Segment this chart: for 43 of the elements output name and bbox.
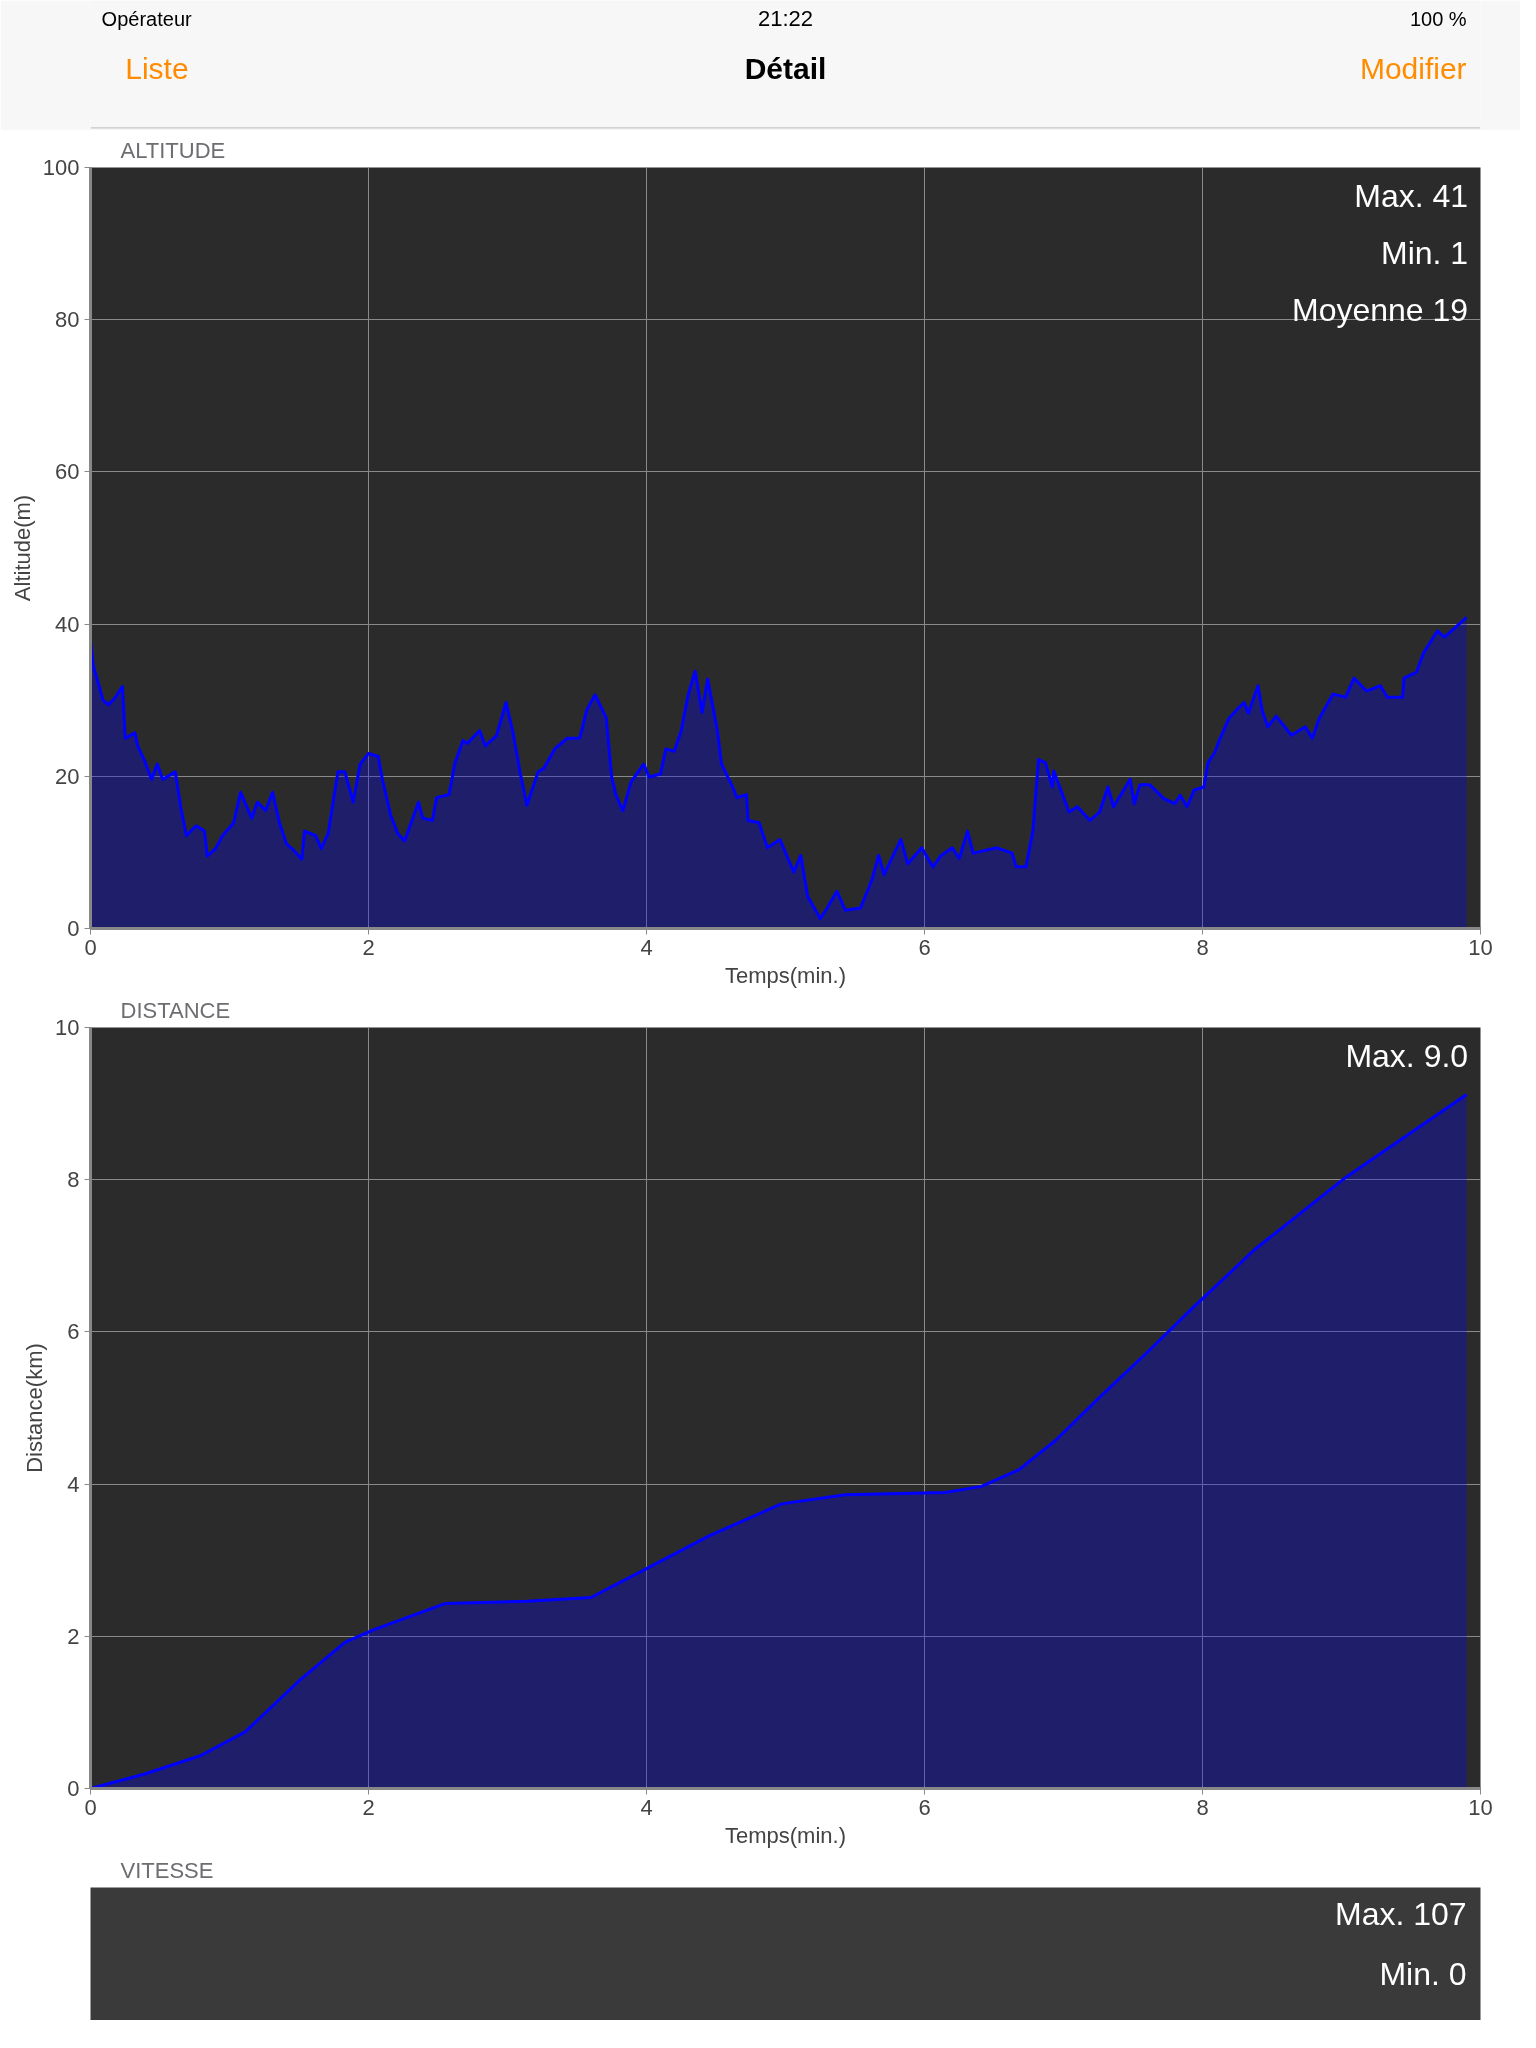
- chart-title: DISTANCE: [120, 997, 231, 1023]
- x-tick-label: 0: [84, 934, 97, 960]
- y-tick-label: 6: [67, 1319, 80, 1345]
- x-tick-label: 2: [362, 934, 375, 960]
- x-axis-title: Temps(min.): [724, 962, 847, 988]
- text: Liste: [125, 51, 189, 85]
- x-tick-label: 10: [1468, 934, 1493, 960]
- x-tick-label: 8: [1196, 1794, 1209, 1820]
- x-tick-label: 8: [1196, 934, 1209, 960]
- x-tick-label: 10: [1468, 1794, 1493, 1820]
- y-tick-label: 20: [55, 763, 80, 789]
- y-axis-title: Altitude(m): [9, 494, 35, 602]
- y-tick-label: 100: [42, 155, 80, 180]
- y-tick-label: 60: [55, 459, 80, 485]
- y-tick-label: 2: [67, 1623, 80, 1649]
- text: Modifier: [1359, 51, 1467, 85]
- x-tick-label: 0: [84, 1794, 97, 1820]
- y-axis-title: Distance(km): [22, 1343, 48, 1473]
- text: Max. 107: [1334, 1896, 1467, 1933]
- y-tick-label: 0: [67, 1776, 80, 1801]
- annotation: Max. 9.0: [1345, 1038, 1469, 1075]
- annotation: Min. 1: [1380, 235, 1469, 272]
- text: 100 %: [1409, 7, 1467, 30]
- x-axis-title: Temps(min.): [724, 1822, 847, 1848]
- y-tick-label: 10: [55, 1015, 80, 1040]
- y-tick-label: 40: [55, 611, 80, 637]
- x-tick-label: 6: [918, 1794, 931, 1820]
- chart-title: ALTITUDE: [120, 137, 226, 163]
- x-tick-label: 4: [640, 934, 653, 960]
- annotation: Max. 41: [1354, 178, 1469, 215]
- y-tick-label: 0: [67, 916, 80, 941]
- y-tick-label: 80: [55, 307, 80, 333]
- annotation: Moyenne 19: [1292, 292, 1469, 329]
- x-tick-label: 6: [918, 934, 931, 960]
- y-tick-label: 8: [67, 1167, 80, 1193]
- x-tick-label: 4: [640, 1794, 653, 1820]
- text: Détail: [744, 51, 827, 85]
- text: Opérateur: [101, 7, 193, 30]
- y-tick-label: 4: [67, 1471, 80, 1497]
- text: VITESSE: [120, 1857, 214, 1883]
- x-tick-label: 2: [362, 1794, 375, 1820]
- text: 21:22: [757, 6, 814, 32]
- text: Min. 0: [1379, 1955, 1467, 1992]
